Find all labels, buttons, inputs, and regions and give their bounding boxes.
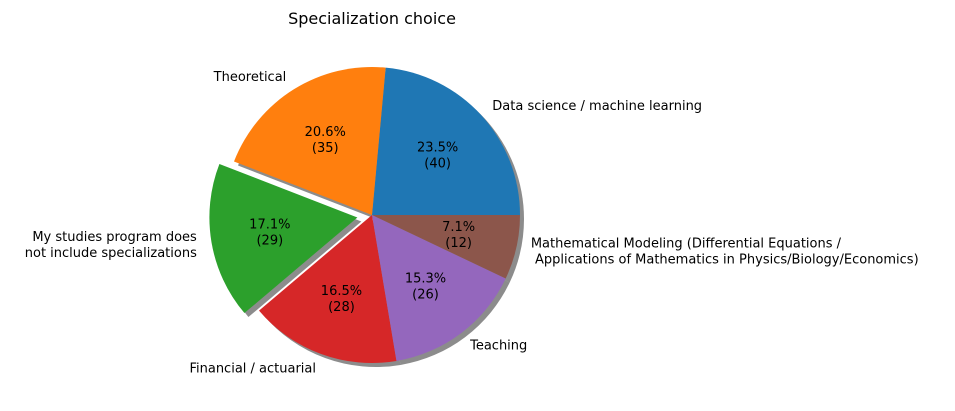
slice-category-label: Teaching xyxy=(469,338,527,353)
slice-category-label: Mathematical Modeling (Differential Equa… xyxy=(531,236,919,267)
slice-value-label: 17.1% (29) xyxy=(249,218,290,249)
slice-value-label: 16.5% (28) xyxy=(321,284,362,315)
slice-category-label: My studies program does not include speci… xyxy=(25,230,197,261)
pie-slice xyxy=(372,215,506,361)
pie-slice xyxy=(372,67,520,215)
chart-title: Specialization choice xyxy=(288,9,456,28)
slice-value-label: 15.3% (26) xyxy=(405,271,446,302)
pie-slice xyxy=(233,66,386,215)
pie-slice xyxy=(259,215,397,363)
slice-value-label: 23.5% (40) xyxy=(417,141,458,172)
slice-category-label: Theoretical xyxy=(213,70,287,85)
pie-slice xyxy=(209,163,358,314)
slice-value-label: 7.1% (12) xyxy=(442,220,475,251)
slice-category-label: Data science / machine learning xyxy=(492,99,702,114)
slice-category-label: Financial / actuarial xyxy=(189,361,316,376)
slice-value-label: 20.6% (35) xyxy=(305,125,346,156)
pie-slice xyxy=(372,215,520,279)
